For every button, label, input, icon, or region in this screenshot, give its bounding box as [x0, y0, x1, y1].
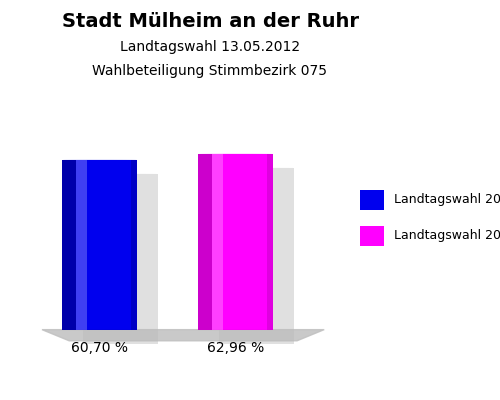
Bar	[76, 160, 137, 330]
FancyBboxPatch shape	[360, 190, 384, 210]
Text: Wahlbeteiligung Stimmbezirk 075: Wahlbeteiligung Stimmbezirk 075	[92, 64, 328, 78]
Bar	[198, 154, 212, 330]
Bar	[219, 168, 294, 344]
Text: 60,70 %: 60,70 %	[72, 341, 128, 355]
FancyBboxPatch shape	[360, 226, 384, 246]
Bar	[212, 154, 223, 330]
Bar	[83, 174, 158, 344]
Bar	[267, 154, 273, 330]
Text: Landtagswahl 13.05.2012: Landtagswahl 13.05.2012	[120, 40, 300, 54]
Bar	[62, 160, 76, 330]
Bar	[131, 160, 137, 330]
Polygon shape	[42, 330, 324, 341]
Text: 62,96 %: 62,96 %	[207, 341, 264, 355]
Text: Stadt Mülheim an der Ruhr: Stadt Mülheim an der Ruhr	[62, 12, 358, 31]
Bar	[76, 160, 87, 330]
Bar	[212, 154, 273, 330]
Text: Landtagswahl 2012: Landtagswahl 2012	[394, 193, 500, 206]
Text: Landtagswahl 2010: Landtagswahl 2010	[394, 229, 500, 242]
